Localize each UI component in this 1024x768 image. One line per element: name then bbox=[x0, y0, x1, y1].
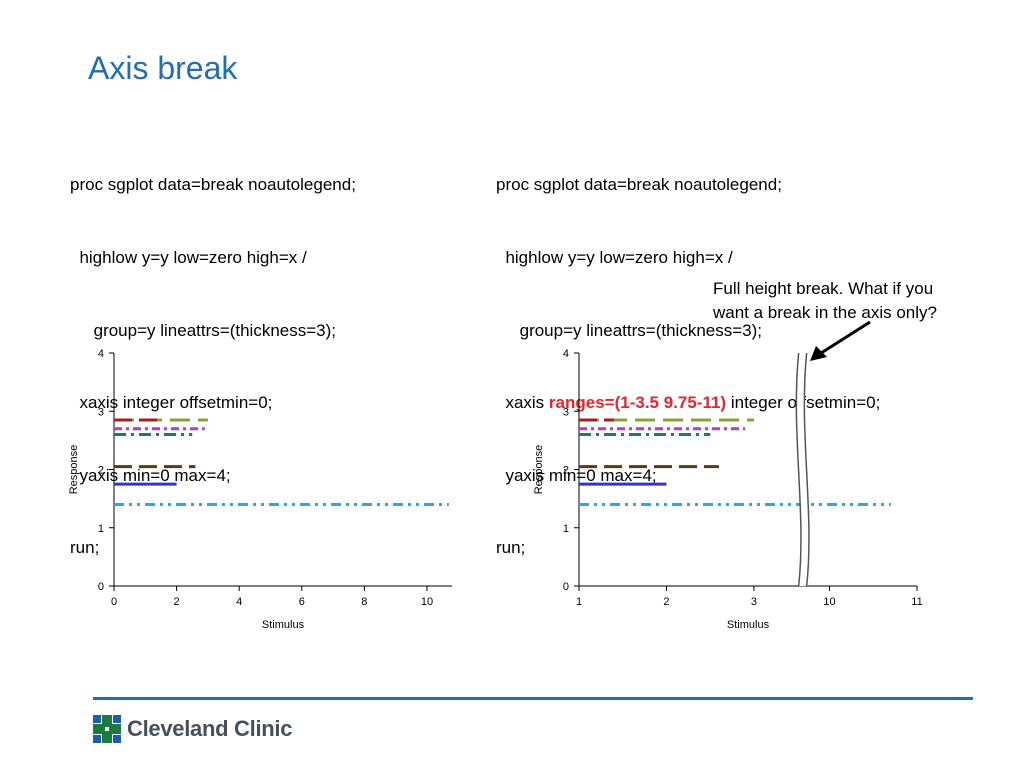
code-block-left: proc sgplot data=break noautolegend; hig… bbox=[70, 125, 356, 585]
y-tick-label: 4 bbox=[98, 348, 104, 360]
code-line-xaxis: xaxis ranges=(1-3.5 9.75-11) integer off… bbox=[496, 391, 880, 415]
x-axis-title: Stimulus bbox=[727, 619, 770, 631]
x-tick-label: 4 bbox=[236, 596, 242, 608]
cleveland-clinic-cross-icon bbox=[93, 715, 121, 743]
code-xaxis-suffix: integer offsetmin=0; bbox=[730, 393, 881, 413]
x-axis-title: Stimulus bbox=[262, 619, 305, 631]
code-line: yaxis min=0 max=4; bbox=[496, 465, 657, 485]
x-tick-label: 1 bbox=[576, 596, 582, 608]
code-line: run; bbox=[70, 538, 100, 558]
callout-note: Full height break. What if you want a br… bbox=[713, 277, 937, 325]
chart-left: 0 1 2 3 4 0 2 4 6 8 10 Stimulus Response bbox=[68, 348, 452, 631]
x-tick-label: 10 bbox=[421, 596, 433, 608]
code-highlight-ranges: ranges=(1-3.5 9.75-11) bbox=[548, 393, 727, 413]
x-tick-label: 10 bbox=[823, 596, 835, 608]
slide-title: Axis break bbox=[88, 50, 238, 86]
code-xaxis-prefix: xaxis bbox=[496, 393, 549, 413]
callout-arrow bbox=[810, 320, 871, 361]
axis-break-line bbox=[803, 352, 810, 587]
code-block-right: proc sgplot data=break noautolegend; hig… bbox=[496, 125, 880, 585]
callout-note-line: want a break in the axis only? bbox=[713, 303, 937, 322]
code-line: proc sgplot data=break noautolegend; bbox=[70, 175, 356, 195]
axis-break-marker bbox=[795, 352, 810, 587]
y-axis-title: Response bbox=[533, 445, 545, 495]
y-tick-label: 2 bbox=[98, 465, 104, 477]
y-axis-title: Response bbox=[68, 445, 80, 495]
x-tick-label: 2 bbox=[174, 596, 180, 608]
logo-text: Cleveland Clinic bbox=[127, 716, 293, 741]
x-tick-label: 2 bbox=[663, 596, 669, 608]
callout-note-line: Full height break. What if you bbox=[713, 279, 934, 298]
code-line: run; bbox=[496, 538, 526, 558]
code-line: xaxis integer offsetmin=0; bbox=[70, 393, 273, 413]
y-tick-label: 3 bbox=[98, 406, 104, 418]
code-line: highlow y=y low=zero high=x / bbox=[496, 248, 733, 268]
y-tick-label: 1 bbox=[563, 523, 569, 535]
y-tick-label: 3 bbox=[563, 406, 569, 418]
cleveland-clinic-logo: Cleveland Clinic bbox=[93, 715, 292, 743]
code-line: group=y lineattrs=(thickness=3); bbox=[70, 320, 336, 340]
y-tick-label: 0 bbox=[563, 581, 569, 593]
x-tick-label: 8 bbox=[361, 596, 367, 608]
footer-rule bbox=[93, 697, 973, 700]
code-line: proc sgplot data=break noautolegend; bbox=[496, 175, 782, 195]
code-line: group=y lineattrs=(thickness=3); bbox=[496, 320, 762, 340]
axis-break-line bbox=[795, 352, 802, 587]
y-tick-label: 0 bbox=[98, 581, 104, 593]
code-line: yaxis min=0 max=4; bbox=[70, 465, 231, 485]
x-tick-label: 11 bbox=[911, 596, 922, 608]
x-tick-label: 0 bbox=[111, 596, 117, 608]
axis-break-fill bbox=[796, 353, 809, 586]
y-tick-label: 1 bbox=[98, 523, 104, 535]
x-tick-label: 6 bbox=[299, 596, 305, 608]
y-tick-label: 4 bbox=[563, 348, 569, 360]
code-line: highlow y=y low=zero high=x / bbox=[70, 248, 307, 268]
x-tick-label: 3 bbox=[751, 596, 757, 608]
y-tick-label: 2 bbox=[563, 465, 569, 477]
